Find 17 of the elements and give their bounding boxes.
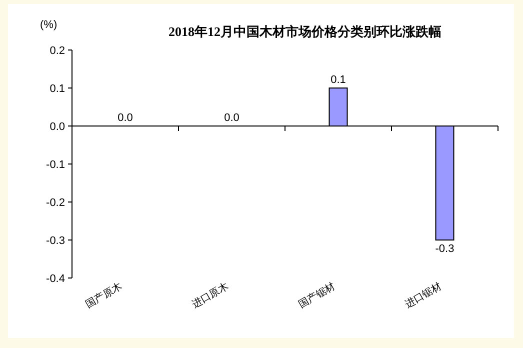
x-tick-label: 进口原木: [190, 280, 231, 311]
data-label: 0.0: [224, 112, 240, 124]
y-tick-label: -0.4: [46, 273, 65, 285]
x-tick-label: 进口锯材: [402, 280, 444, 311]
y-tick-label: 0.2: [50, 45, 65, 57]
y-axis-title: (%): [40, 19, 58, 31]
chart-title: 2018年12月中国木材市场价格分类别环比涨跌幅: [168, 24, 442, 39]
data-label: 0.1: [330, 74, 346, 86]
data-label: 0.0: [118, 112, 133, 124]
data-label: -0.3: [435, 243, 454, 255]
x-tick-label: 国产原木: [83, 280, 124, 311]
y-tick-label: -0.3: [46, 235, 65, 247]
y-tick-label: -0.2: [46, 197, 65, 209]
x-tick-label: 国产锯材: [296, 280, 338, 311]
y-tick-label: 0.0: [50, 121, 65, 133]
y-tick-label: -0.1: [46, 159, 65, 171]
y-tick-label: 0.1: [50, 83, 65, 95]
